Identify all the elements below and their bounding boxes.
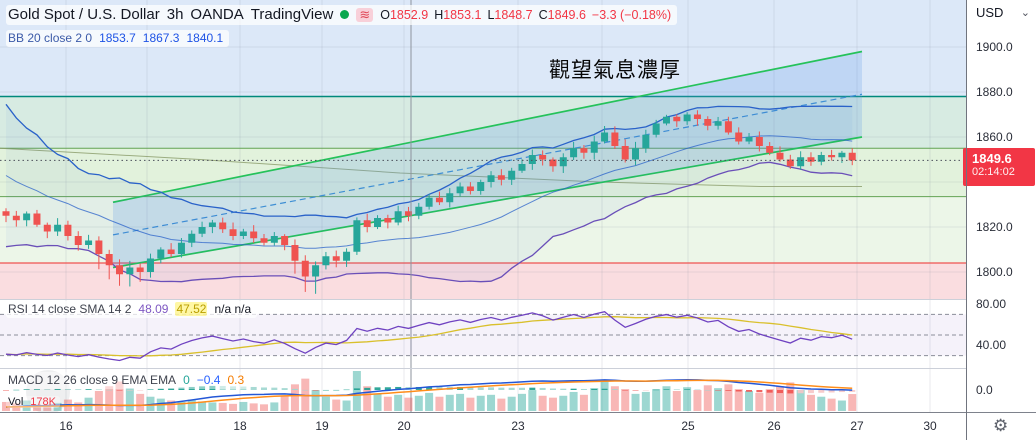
macd-label[interactable]: MACD 12 26 close 9 EMA EMA	[8, 373, 177, 387]
time-axis-label: 18	[233, 419, 247, 433]
symbol-name[interactable]: Gold Spot / U.S. Dollar	[8, 6, 160, 23]
symbol-legend[interactable]: Gold Spot / U.S. Dollar 3h OANDA Trading…	[6, 5, 678, 25]
bb-indicator-legend[interactable]: BB 20 close 2 0 1853.7 1867.3 1840.1	[6, 30, 230, 47]
rsi-indicator-legend[interactable]: RSI 14 close SMA 14 2 48.09 47.52 n/a n/…	[6, 301, 258, 318]
candles	[2, 110, 856, 294]
pane-separator-rsi[interactable]	[0, 299, 1036, 300]
last-price-value: 1849.6	[972, 151, 1012, 166]
time-axis-label: 30	[923, 419, 937, 433]
chevron-down-icon: ⌄	[1020, 7, 1030, 19]
time-axis-label: 25	[681, 419, 695, 433]
rsi-value: 48.09	[138, 302, 169, 316]
volume-value: 178K	[30, 396, 56, 408]
bb-lower-value: 1840.1	[186, 31, 224, 45]
price-axis-label: 1820.0	[976, 220, 1013, 234]
currency-label: USD	[976, 5, 1004, 20]
price-axis[interactable]: USD ⌄ 1900.01880.01860.01840.01820.01800…	[963, 0, 1036, 412]
volume-legend[interactable]: Vol 178K	[6, 396, 60, 408]
time-axis-label: 20	[397, 419, 411, 433]
time-axis-label: 19	[315, 419, 329, 433]
change-value: −3.3 (−0.18%)	[591, 7, 672, 22]
interval-label[interactable]: 3h	[166, 6, 184, 23]
exchange-label: OANDA	[190, 6, 244, 23]
ohlc-values: O1852.9 H1853.1 L1848.7 C1849.6 −3.3 (−0…	[380, 7, 672, 22]
low-value: 1848.7	[494, 7, 533, 22]
settings-gear-icon[interactable]: ⚙	[993, 416, 1009, 435]
bb-label[interactable]: BB 20 close 2 0	[8, 31, 93, 45]
platform-label: TradingView	[250, 6, 334, 23]
macd-signal-value: 0.3	[227, 373, 245, 387]
time-axis-label: 27	[850, 419, 864, 433]
delayed-data-wave-icon[interactable]: ≋	[356, 7, 374, 22]
open-value: 1852.9	[389, 7, 429, 22]
price-axis-label: 1900.0	[976, 40, 1013, 54]
close-value: 1849.6	[547, 7, 586, 22]
macd-axis-label: 0.0	[976, 383, 993, 397]
macd-line-value: −0.4	[196, 373, 221, 387]
bar-countdown: 02:14:02	[972, 166, 1015, 178]
chart-text-annotation[interactable]: 觀望氣息濃厚	[549, 58, 681, 82]
axis-border	[966, 0, 967, 440]
rsi-axis-label: 40.00	[976, 338, 1007, 353]
broker-watermark-logo	[26, 370, 70, 414]
rsi-axis-label: 80.00	[976, 297, 1007, 312]
price-axis-label: 1880.0	[976, 85, 1013, 99]
rsi-sma-value: 47.52	[175, 302, 208, 316]
rsi-label[interactable]: RSI 14 close SMA 14 2	[8, 302, 132, 316]
volume-bars	[2, 371, 857, 411]
bb-basis-value: 1853.7	[99, 31, 136, 45]
time-axis-label: 23	[511, 419, 525, 433]
price-axis-label: 1800.0	[976, 265, 1013, 279]
macd-hist-value: 0	[183, 373, 190, 387]
price-axis-label: 1860.0	[976, 130, 1013, 144]
market-open-dot-icon	[340, 10, 350, 19]
last-price-badge: 1849.6 02:14:02	[963, 148, 1035, 186]
price-chart-canvas[interactable]	[0, 0, 966, 412]
macd-indicator-legend[interactable]: MACD 12 26 close 9 EMA EMA 0 −0.4 0.3	[6, 372, 251, 389]
pane-separator-macd[interactable]	[0, 368, 1036, 369]
rsi-extra-values: n/a n/a	[214, 302, 252, 316]
time-axis-label: 16	[59, 419, 73, 433]
time-axis-label: 26	[767, 419, 781, 433]
currency-selector[interactable]: USD ⌄	[976, 5, 1030, 20]
time-axis[interactable]: 16 18 19 20 23 25 26 27 30 ⚙	[0, 412, 1036, 440]
bb-upper-value: 1867.3	[142, 31, 180, 45]
high-value: 1853.1	[443, 7, 482, 22]
volume-label[interactable]: Vol	[8, 396, 24, 408]
